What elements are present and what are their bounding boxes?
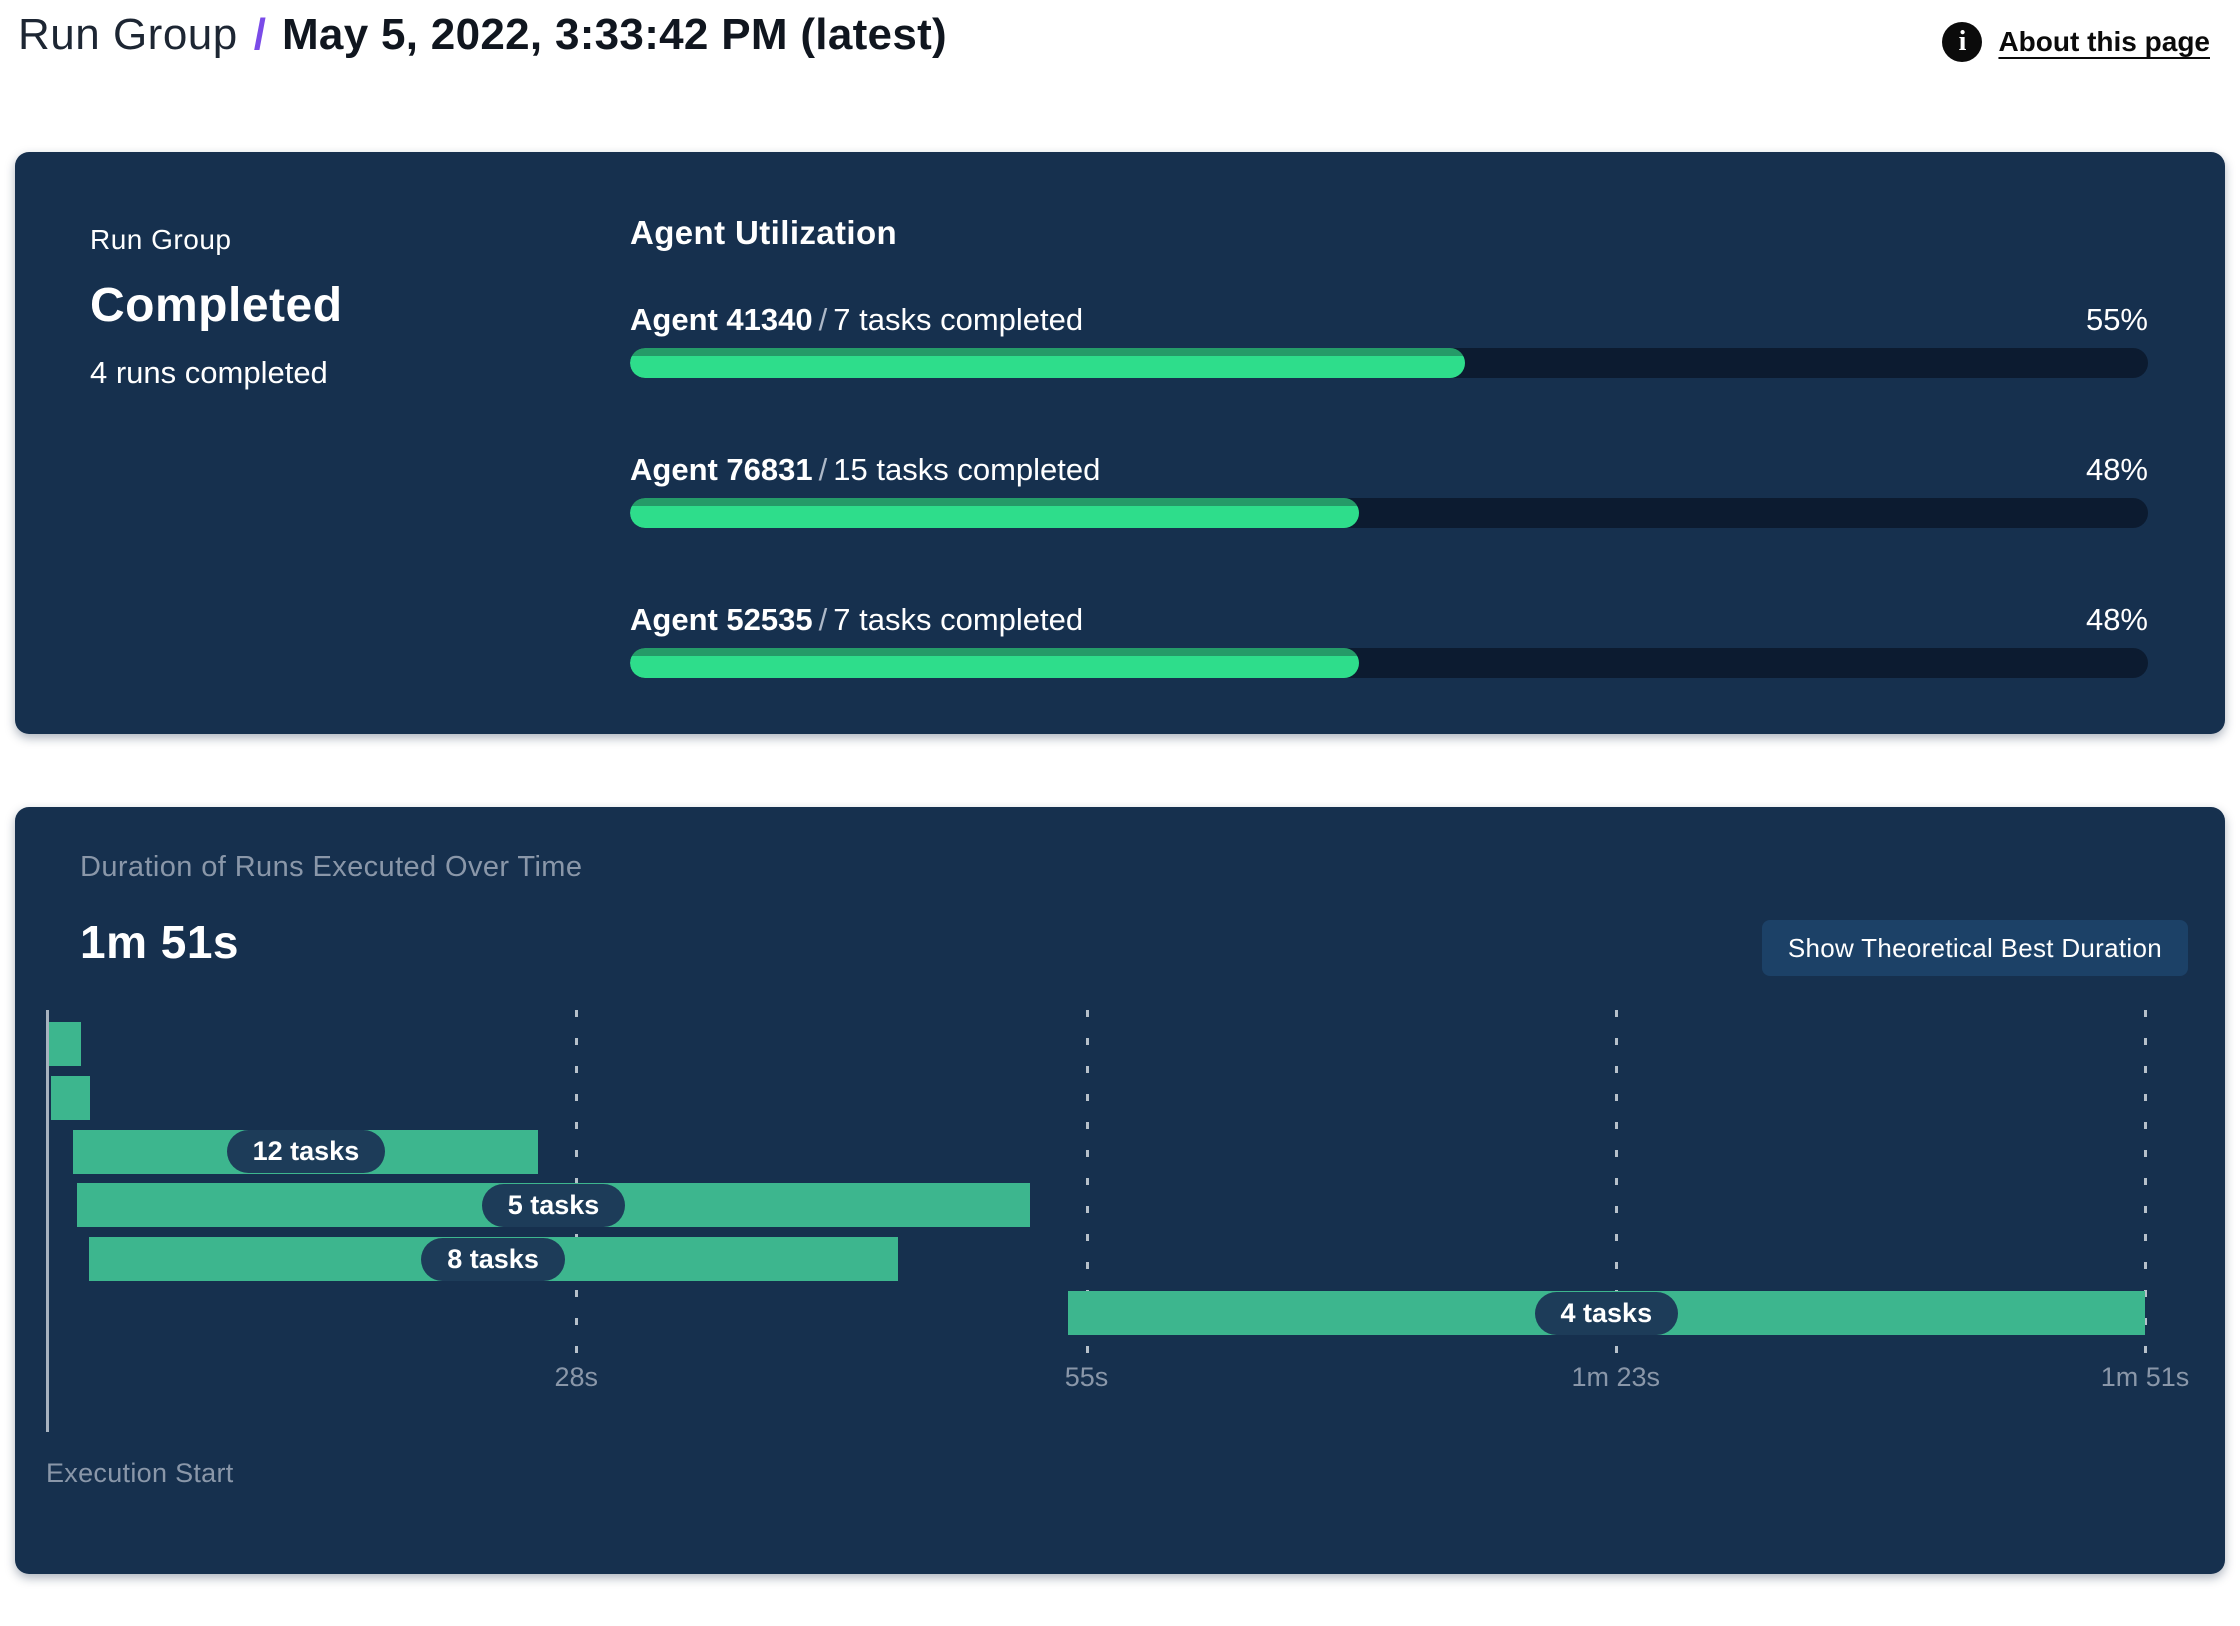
time-tick-label: 28s bbox=[554, 1362, 598, 1392]
breadcrumb: Run Group / May 5, 2022, 3:33:42 PM (lat… bbox=[18, 10, 947, 60]
task-count-badge: 5 tasks bbox=[481, 1183, 626, 1227]
breadcrumb-separator: / bbox=[253, 10, 266, 59]
agent-name: Agent 41340 bbox=[630, 302, 813, 337]
task-count-badge: 4 tasks bbox=[1534, 1291, 1679, 1335]
duration-panel: Duration of Runs Executed Over Time 1m 5… bbox=[15, 807, 2225, 1574]
show-theoretical-best-duration-button[interactable]: Show Theoretical Best Duration bbox=[1761, 920, 2188, 976]
agent-utilization-section: Agent Utilization Agent 41340/7 tasks co… bbox=[630, 214, 2148, 752]
duration-chart-title: Duration of Runs Executed Over Time bbox=[80, 851, 583, 883]
about-link[interactable]: About this page bbox=[1998, 26, 2210, 57]
execution-start-label: Execution Start bbox=[46, 1458, 234, 1488]
agent-name: Agent 76831 bbox=[630, 452, 813, 487]
time-gridline bbox=[1085, 1010, 1089, 1358]
gantt-chart: Execution Start 28s 55s 1m 23s 1m 51s 12 tas… bbox=[15, 1010, 2225, 1530]
agent-utilization-row: Agent 41340/7 tasks completed 55% bbox=[630, 302, 2148, 378]
utilization-progress-fill bbox=[630, 648, 1359, 678]
time-gridline bbox=[1614, 1010, 1618, 1358]
run-duration-bar[interactable]: 12 tasks bbox=[73, 1129, 539, 1174]
agent-utilization-row: Agent 52535/7 tasks completed 48% bbox=[630, 602, 2148, 678]
agent-tasks-completed: 7 tasks completed bbox=[833, 602, 1084, 637]
status-eyebrow: Run Group bbox=[90, 224, 232, 255]
agent-utilization-title: Agent Utilization bbox=[630, 214, 898, 251]
time-gridline bbox=[2144, 1010, 2147, 1358]
utilization-progress-track bbox=[630, 648, 2148, 678]
run-group-status-card: Run Group Completed 4 runs completed bbox=[90, 224, 343, 391]
breadcrumb-run-group[interactable]: Run Group bbox=[18, 10, 238, 59]
time-tick-label: 1m 51s bbox=[2100, 1362, 2190, 1392]
agent-utilization-percent: 48% bbox=[2085, 452, 2148, 487]
label-separator: / bbox=[818, 302, 828, 337]
about-this-page[interactable]: i About this page bbox=[1942, 22, 2210, 62]
label-separator: / bbox=[818, 452, 828, 487]
status-subtitle: 4 runs completed bbox=[90, 355, 328, 390]
utilization-progress-track bbox=[630, 348, 2148, 378]
info-icon[interactable]: i bbox=[1942, 22, 1983, 62]
run-duration-bar[interactable]: 5 tasks bbox=[77, 1183, 1030, 1228]
agent-utilization-percent: 48% bbox=[2085, 602, 2148, 637]
task-count-badge: 12 tasks bbox=[226, 1130, 386, 1174]
run-group-summary-panel: Run Group Completed 4 runs completed Age… bbox=[15, 152, 2225, 734]
execution-start-axis-line bbox=[46, 1010, 49, 1432]
time-tick-label: 55s bbox=[1064, 1362, 1109, 1392]
agent-utilization-percent: 55% bbox=[2085, 302, 2148, 337]
page-header: Run Group / May 5, 2022, 3:33:42 PM (lat… bbox=[0, 0, 2240, 110]
label-separator: / bbox=[818, 602, 828, 637]
agent-tasks-completed: 7 tasks completed bbox=[833, 302, 1084, 337]
run-duration-bar[interactable] bbox=[50, 1075, 91, 1120]
status-value: Completed bbox=[90, 279, 343, 332]
run-duration-bar[interactable]: 8 tasks bbox=[88, 1237, 898, 1282]
run-duration-bar[interactable] bbox=[48, 1022, 81, 1066]
agent-utilization-row: Agent 76831/15 tasks completed 48% bbox=[630, 452, 2148, 528]
time-tick-label: 1m 23s bbox=[1571, 1362, 1661, 1392]
utilization-progress-fill bbox=[630, 348, 1465, 378]
run-duration-bar[interactable]: 4 tasks bbox=[1067, 1291, 2145, 1335]
agent-tasks-completed: 15 tasks completed bbox=[833, 452, 1101, 487]
total-duration-value: 1m 51s bbox=[80, 916, 240, 968]
agent-name: Agent 52535 bbox=[630, 602, 813, 637]
page-title: May 5, 2022, 3:33:42 PM (latest) bbox=[281, 10, 947, 59]
utilization-progress-track bbox=[630, 498, 2148, 528]
task-count-badge: 8 tasks bbox=[421, 1237, 565, 1281]
utilization-progress-fill bbox=[630, 498, 1359, 528]
